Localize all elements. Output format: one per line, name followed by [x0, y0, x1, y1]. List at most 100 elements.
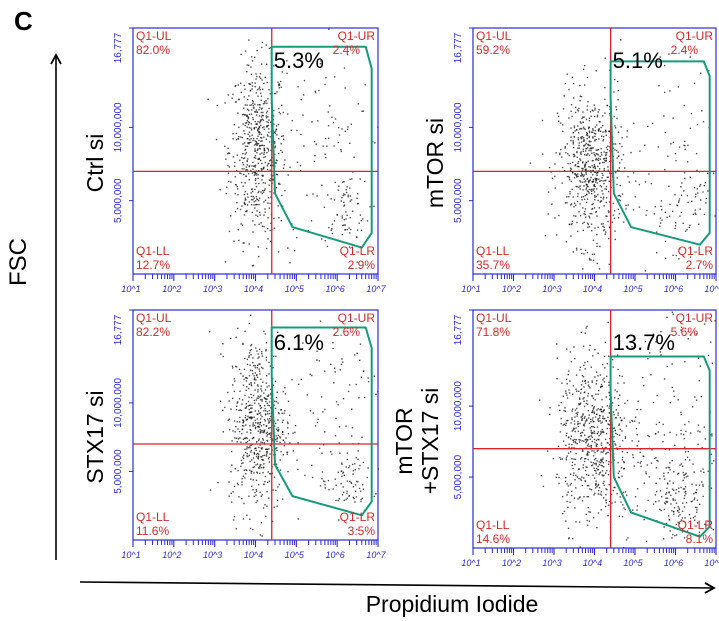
- event-dot: [247, 116, 249, 118]
- event-dot: [253, 495, 255, 498]
- event-dot: [334, 118, 337, 120]
- event-dot: [587, 403, 589, 405]
- event-dot: [566, 455, 568, 457]
- event-dot: [608, 423, 610, 426]
- event-dot: [319, 320, 322, 322]
- event-dot: [608, 484, 610, 486]
- event-dot: [599, 245, 601, 248]
- event-dot: [601, 172, 603, 175]
- event-dot: [265, 115, 267, 117]
- event-dot: [674, 499, 676, 501]
- event-dot: [577, 137, 579, 139]
- event-dot: [252, 199, 254, 201]
- event-dot: [350, 199, 353, 201]
- event-dot: [257, 456, 260, 458]
- event-dot: [265, 356, 268, 359]
- event-dot: [251, 265, 254, 267]
- event-dot: [703, 184, 705, 187]
- event-dot: [266, 435, 268, 437]
- event-dot: [578, 477, 580, 480]
- event-dot: [595, 472, 597, 474]
- event-dot: [627, 204, 629, 206]
- event-dot: [614, 430, 617, 432]
- event-dot: [262, 115, 264, 117]
- event-dot: [261, 431, 263, 433]
- event-dot: [647, 358, 649, 360]
- event-dot: [267, 238, 269, 240]
- event-dot: [586, 190, 589, 192]
- event-dot: [255, 126, 257, 129]
- event-dot: [602, 229, 605, 232]
- event-dot: [573, 423, 576, 425]
- event-dot: [269, 136, 271, 138]
- event-dot: [262, 111, 264, 114]
- event-dot: [241, 168, 243, 170]
- event-dot: [274, 142, 276, 144]
- event-dot: [590, 150, 592, 152]
- event-dot: [617, 398, 619, 400]
- event-dot: [674, 194, 676, 196]
- event-dot: [575, 106, 577, 109]
- event-dot: [652, 401, 655, 404]
- event-dot: [260, 222, 262, 224]
- event-dot: [250, 66, 252, 68]
- event-dot: [227, 419, 229, 421]
- event-dot: [270, 196, 272, 198]
- event-dot: [245, 424, 247, 426]
- event-dot: [610, 493, 613, 495]
- sample-label: STX17 si: [82, 390, 108, 483]
- event-dot: [595, 149, 597, 151]
- event-dot: [268, 179, 271, 181]
- event-dot: [572, 441, 575, 443]
- event-dot: [572, 143, 574, 145]
- event-dot: [258, 439, 260, 442]
- event-dot: [596, 486, 598, 488]
- event-dot: [272, 440, 274, 442]
- event-dot: [334, 478, 336, 480]
- event-dot: [255, 195, 258, 198]
- event-dot: [345, 191, 348, 194]
- event-dot: [258, 182, 260, 185]
- event-dot: [665, 492, 668, 494]
- event-dot: [597, 512, 600, 514]
- event-dot: [687, 144, 689, 147]
- event-dot: [231, 365, 234, 367]
- event-dot: [287, 470, 289, 473]
- plot-frame: [472, 27, 717, 275]
- event-dot: [261, 174, 263, 177]
- event-dot: [255, 114, 258, 116]
- event-dot: [268, 456, 270, 459]
- event-dot: [578, 403, 580, 405]
- event-dot: [591, 410, 594, 412]
- event-dot: [576, 175, 578, 177]
- event-dot: [655, 457, 657, 459]
- event-dot: [232, 133, 234, 135]
- event-dot: [567, 485, 569, 487]
- event-dot: [246, 169, 249, 171]
- event-dot: [596, 114, 599, 116]
- gate-polygon: [609, 355, 711, 538]
- event-dot: [250, 449, 253, 452]
- event-dot: [232, 156, 235, 158]
- event-dot: [252, 195, 254, 198]
- event-dot: [258, 348, 261, 350]
- event-dot: [626, 451, 628, 454]
- event-dot: [254, 166, 256, 168]
- event-dot: [607, 169, 609, 171]
- event-dot: [594, 135, 596, 137]
- event-dot: [278, 87, 280, 89]
- event-dot: [593, 183, 595, 186]
- event-dot: [612, 202, 615, 205]
- event-dot: [581, 135, 584, 138]
- event-dot: [357, 193, 359, 195]
- event-dot: [228, 429, 231, 431]
- event-dot: [594, 441, 596, 444]
- event-dot: [577, 161, 580, 163]
- event-dot: [327, 125, 330, 127]
- event-dot: [250, 383, 252, 385]
- event-dot: [359, 359, 361, 361]
- event-dot: [566, 500, 568, 503]
- event-dot: [668, 215, 671, 217]
- event-dot: [587, 144, 589, 146]
- event-dot: [585, 447, 587, 449]
